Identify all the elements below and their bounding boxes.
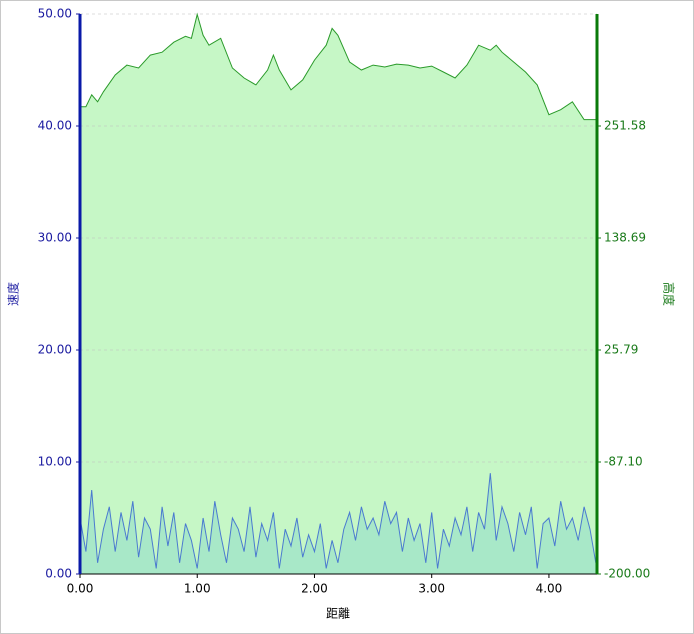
series-line <box>80 12 596 121</box>
y2-tick-label: 138.69 <box>604 230 646 244</box>
series-area <box>80 14 596 574</box>
y-tick-label: 30.00 <box>38 231 72 245</box>
y2-tick-label: 251.58 <box>604 118 646 132</box>
y-tick-label: 40.00 <box>38 119 72 133</box>
y2-tick-label: -200.00 <box>604 567 650 581</box>
series-area <box>80 473 596 574</box>
y2-tick-label: -87.10 <box>604 454 643 468</box>
y2-tick-label: 25.79 <box>604 342 638 356</box>
y-axis-label: 速度 <box>6 282 21 306</box>
x-tick-label: 4.00 <box>536 582 563 596</box>
x-axis-label: 距離 <box>326 607 350 621</box>
series-line <box>79 473 597 569</box>
y2-axis-label: 高度 <box>662 282 677 306</box>
y-tick-label: 10.00 <box>38 455 72 469</box>
x-tick-label: 1.00 <box>184 582 211 596</box>
x-tick-label: 0.00 <box>67 582 94 596</box>
x-tick-label: 2.00 <box>301 582 328 596</box>
x-tick-label: 3.00 <box>418 582 445 596</box>
y-tick-label: 20.00 <box>38 343 72 357</box>
y-tick-label: 50.00 <box>38 7 72 21</box>
y-tick-label: 0.00 <box>45 567 72 581</box>
